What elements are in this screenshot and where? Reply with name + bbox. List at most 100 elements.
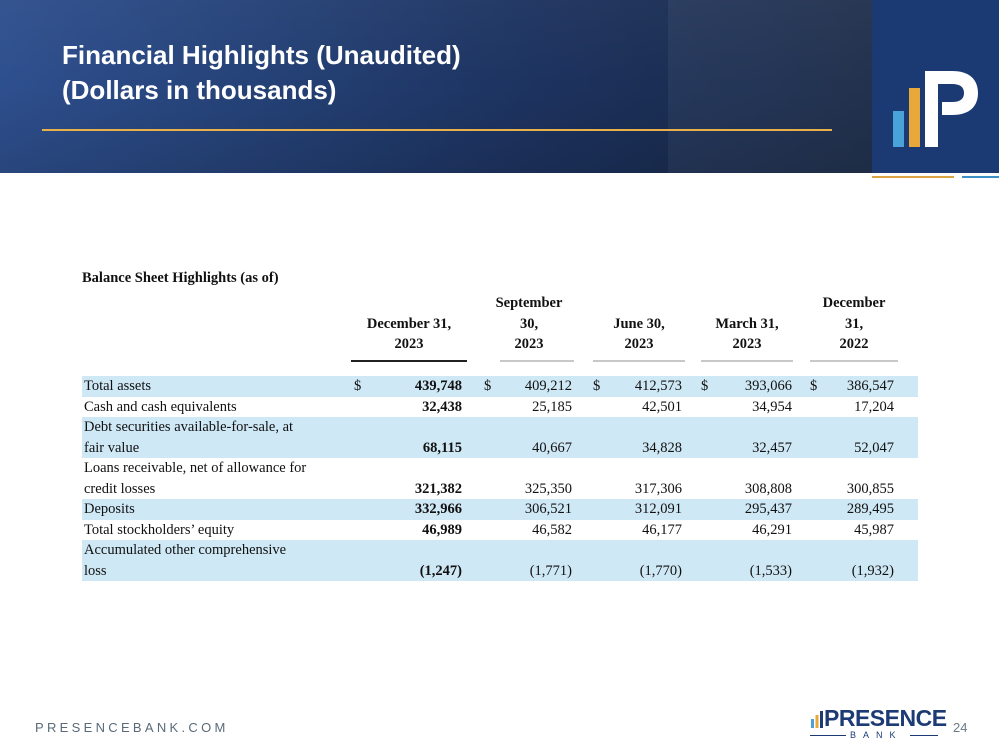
table-cell: 32,438 [422, 398, 462, 415]
table-title: Balance Sheet Highlights (as of) [82, 270, 279, 286]
table-cell: 312,091 [634, 501, 682, 517]
title-line-2: (Dollars in thousands) [62, 75, 337, 105]
column-header-line2: June 30, [613, 315, 665, 332]
column-header-line1 [351, 293, 467, 314]
row-label-line1: Total stockholders’ equity [84, 521, 235, 538]
table-cell: 412,573 [634, 378, 682, 394]
table-cell: 386,547 [846, 378, 894, 394]
table-cell: 40,667 [532, 439, 572, 456]
accent-blue-rule [962, 176, 999, 178]
column-header-line3: 2023 [394, 336, 424, 352]
column-header-line3: 2023 [514, 336, 544, 352]
table-cell: 289,495 [846, 501, 894, 517]
table-cell: 409,212 [524, 378, 572, 394]
row-label-line2: loss [84, 562, 107, 579]
table-cell: 46,291 [752, 521, 792, 538]
column-underline [351, 360, 467, 362]
header-band: Financial Highlights (Unaudited) (Dollar… [0, 0, 872, 173]
table-row: Accumulated other comprehensive loss (1,24… [82, 540, 918, 581]
brand-rule-left [810, 735, 846, 736]
row-label-line1: Deposits [84, 501, 135, 517]
column-header-line3: 2023 [732, 336, 762, 352]
header-divider [42, 129, 832, 131]
column-header: December 31, 2023 [351, 293, 467, 362]
column-header: September 30, 2023 [484, 293, 574, 362]
table-cell: 34,828 [642, 439, 682, 456]
table-cell: 52,047 [854, 439, 894, 456]
column-underline [593, 359, 685, 362]
table-cell: (1,932) [851, 562, 894, 579]
presence-logo-icon [893, 71, 978, 147]
brand-name: PRESENCE [824, 705, 947, 731]
column-header-line3: 2022 [839, 336, 869, 352]
table-row: Deposits 332,966 306,521 312,091 295,437 289,… [82, 499, 918, 520]
brand-sub: BANK [850, 730, 903, 740]
column-underline [500, 359, 574, 362]
column-header-line3: 2023 [624, 336, 654, 352]
column-header-line1 [593, 293, 685, 314]
page-number: 24 [953, 720, 968, 735]
row-label-line2: credit losses [84, 480, 156, 497]
table-cell: 295,437 [744, 501, 792, 517]
table-cell: 46,989 [422, 521, 462, 538]
currency-symbol: $ [354, 378, 362, 394]
table-row: Total stockholders’ equity 46,989 46,582 46… [82, 520, 918, 541]
column-header: June 30, 2023 [593, 293, 685, 362]
page-title: Financial Highlights (Unaudited) (Dollar… [62, 38, 461, 108]
accent-gold-rule [872, 176, 954, 178]
header-panel [668, 0, 872, 173]
header-shade [0, 0, 872, 173]
brand-rule-right [910, 735, 938, 736]
column-header-line1: December [822, 295, 886, 311]
column-header-line2: March 31, [715, 315, 779, 332]
row-label: Total stockholders’ equity [84, 520, 234, 541]
table-cell: 45,987 [854, 521, 894, 538]
table-cell: 17,204 [854, 398, 894, 415]
footer-url: PRESENCEBANK.COM [35, 720, 229, 735]
table-cell: (1,771) [529, 562, 572, 579]
table-cell: 321,382 [414, 480, 462, 497]
bars-icon [811, 711, 823, 728]
table-row: Debt securities available-for-sale, at fa… [82, 417, 918, 458]
column-underline [810, 359, 898, 362]
table-cell: 42,501 [642, 398, 682, 415]
column-header-line2: 30, [519, 315, 539, 332]
column-header: March 31, 2023 [701, 293, 793, 362]
row-label: Total assets [84, 376, 151, 397]
table-cell: 46,582 [532, 521, 572, 538]
row-label-line1: Total assets [84, 378, 152, 394]
title-line-1: Financial Highlights (Unaudited) [62, 40, 461, 70]
table-cell: 308,808 [744, 480, 792, 497]
presence-logo-box [872, 0, 999, 173]
table-row: Loans receivable, net of allowance for cr… [82, 458, 918, 499]
column-header: December 31, 2022 [810, 293, 898, 362]
row-label-line1: Cash and cash equivalents [84, 398, 237, 415]
row-label: Debt securities available-for-sale, at fa… [84, 417, 293, 458]
row-label-line1: Loans receivable, net of allowance for [84, 460, 307, 476]
column-header-line1: September [495, 295, 563, 311]
column-header-line2: 31, [844, 315, 864, 332]
row-label-line1: Debt securities available-for-sale, at [84, 419, 294, 435]
table-cell: 393,066 [744, 378, 792, 394]
row-label-line1: Accumulated other comprehensive [84, 542, 287, 558]
table-cell: 34,954 [752, 398, 792, 415]
table-cell: 332,966 [414, 501, 462, 517]
column-header-line2: December 31, [366, 315, 452, 332]
table-cell: 32,457 [752, 439, 792, 456]
table-cell: 317,306 [634, 480, 682, 497]
currency-symbol: $ [810, 378, 818, 394]
column-header-line1 [701, 293, 793, 314]
table-cell: 68,115 [422, 439, 462, 456]
table-cell: 46,177 [642, 521, 682, 538]
row-label: Loans receivable, net of allowance for cr… [84, 458, 306, 499]
row-label: Deposits [84, 499, 135, 520]
table-cell: 306,521 [524, 501, 572, 517]
table-cell: 325,350 [524, 480, 572, 497]
row-label: Cash and cash equivalents [84, 397, 237, 418]
table-cell: (1,533) [749, 562, 792, 579]
table-cell: (1,247) [419, 562, 462, 579]
table-cell: (1,770) [639, 562, 682, 579]
row-label-line2: fair value [84, 439, 140, 456]
table-row: Total assets $439,748 $409,212 $412,573 $393… [82, 376, 918, 397]
footer-logo: PRESENCE BANK [810, 705, 947, 743]
